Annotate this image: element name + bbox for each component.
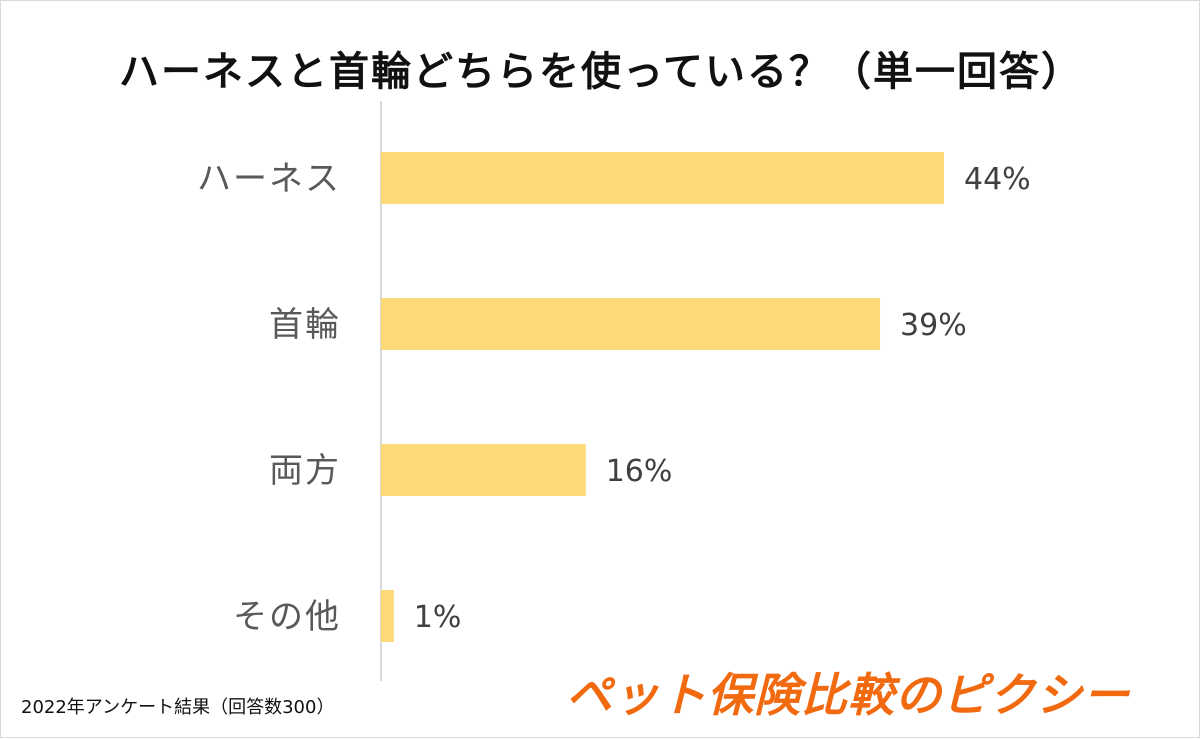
category-label: その他 bbox=[233, 597, 341, 637]
bar bbox=[381, 298, 881, 350]
bar bbox=[381, 444, 586, 496]
value-labels: 44% 39% 16% 1% bbox=[414, 162, 1031, 635]
data-label: 16% bbox=[606, 454, 673, 489]
category-label: 両方 bbox=[269, 451, 341, 491]
data-label: 39% bbox=[900, 308, 967, 343]
data-label: 44% bbox=[964, 162, 1031, 197]
bars bbox=[381, 152, 944, 642]
brand-logo: ペット保険比較のピクシー bbox=[566, 668, 1130, 722]
footnote: 2022年アンケート結果（回答数300） bbox=[21, 697, 335, 718]
category-label: ハーネス bbox=[197, 159, 341, 199]
bar bbox=[381, 152, 944, 204]
category-label: 首輪 bbox=[269, 305, 341, 345]
data-label: 1% bbox=[414, 600, 462, 635]
chart-title: ハーネスと首輪どちらを使っている？（単一回答） bbox=[119, 49, 1083, 95]
bar bbox=[381, 590, 394, 642]
